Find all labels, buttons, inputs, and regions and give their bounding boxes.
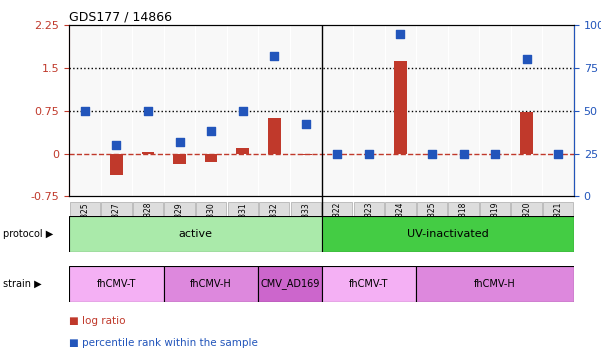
Text: GDS177 / 14866: GDS177 / 14866 (69, 11, 172, 24)
Bar (236, 148, 249, 154)
Bar (142, 152, 154, 154)
Bar (299, 154, 312, 155)
Bar (268, 118, 281, 154)
Point (143, 108, 153, 114)
FancyBboxPatch shape (259, 202, 289, 249)
FancyBboxPatch shape (69, 266, 163, 302)
FancyBboxPatch shape (196, 202, 226, 249)
Text: ■ log ratio: ■ log ratio (69, 316, 126, 326)
Point (80, 108, 90, 114)
Text: GSM6822: GSM6822 (333, 202, 342, 238)
Text: GSM829: GSM829 (175, 202, 184, 233)
FancyBboxPatch shape (69, 216, 322, 252)
FancyBboxPatch shape (291, 202, 321, 249)
Text: GSM6825: GSM6825 (427, 202, 436, 238)
Text: GSM6823: GSM6823 (364, 202, 373, 238)
Point (522, 56, 531, 62)
Text: fhCMV-H: fhCMV-H (191, 279, 232, 289)
Text: ■ percentile rank within the sample: ■ percentile rank within the sample (69, 338, 258, 348)
Text: protocol ▶: protocol ▶ (3, 229, 53, 239)
Text: CMV_AD169: CMV_AD169 (260, 278, 320, 289)
Text: GSM825: GSM825 (81, 202, 90, 233)
Text: active: active (178, 229, 212, 239)
FancyBboxPatch shape (133, 202, 163, 249)
Text: GSM827: GSM827 (112, 202, 121, 233)
FancyBboxPatch shape (228, 202, 258, 249)
Text: GSM830: GSM830 (207, 202, 216, 233)
Text: GSM833: GSM833 (301, 202, 310, 233)
Point (459, 151, 468, 156)
Text: fhCMV-T: fhCMV-T (97, 279, 136, 289)
FancyBboxPatch shape (354, 202, 384, 249)
Point (332, 151, 342, 156)
FancyBboxPatch shape (417, 202, 447, 249)
FancyBboxPatch shape (322, 216, 574, 252)
FancyBboxPatch shape (543, 202, 573, 249)
Bar (173, 154, 186, 164)
Point (395, 31, 405, 36)
FancyBboxPatch shape (322, 266, 416, 302)
FancyBboxPatch shape (163, 266, 258, 302)
Point (175, 139, 185, 144)
Point (112, 142, 121, 148)
FancyBboxPatch shape (165, 202, 195, 249)
FancyBboxPatch shape (480, 202, 510, 249)
FancyBboxPatch shape (416, 266, 574, 302)
Text: GSM6818: GSM6818 (459, 202, 468, 238)
FancyBboxPatch shape (102, 202, 132, 249)
Point (427, 151, 437, 156)
Text: GSM832: GSM832 (270, 202, 279, 233)
Text: GSM831: GSM831 (238, 202, 247, 233)
Bar (205, 154, 218, 162)
Bar (394, 61, 407, 154)
Point (554, 151, 563, 156)
Text: GSM6820: GSM6820 (522, 202, 531, 238)
Point (301, 121, 311, 127)
Text: GSM6824: GSM6824 (396, 202, 405, 238)
FancyBboxPatch shape (511, 202, 542, 249)
Text: GSM828: GSM828 (144, 202, 153, 233)
FancyBboxPatch shape (70, 202, 100, 249)
FancyBboxPatch shape (385, 202, 415, 249)
FancyBboxPatch shape (322, 202, 352, 249)
Text: GSM6819: GSM6819 (490, 202, 499, 238)
Bar (520, 112, 533, 154)
Point (238, 108, 248, 114)
Point (269, 53, 279, 59)
Text: strain ▶: strain ▶ (3, 279, 41, 289)
Point (364, 151, 374, 156)
Point (206, 129, 216, 134)
Text: UV-inactivated: UV-inactivated (407, 229, 489, 239)
Text: GSM6821: GSM6821 (554, 202, 563, 238)
Text: fhCMV-H: fhCMV-H (474, 279, 516, 289)
Bar (110, 154, 123, 175)
FancyBboxPatch shape (448, 202, 478, 249)
Text: fhCMV-T: fhCMV-T (349, 279, 389, 289)
FancyBboxPatch shape (258, 266, 322, 302)
Point (490, 151, 500, 156)
